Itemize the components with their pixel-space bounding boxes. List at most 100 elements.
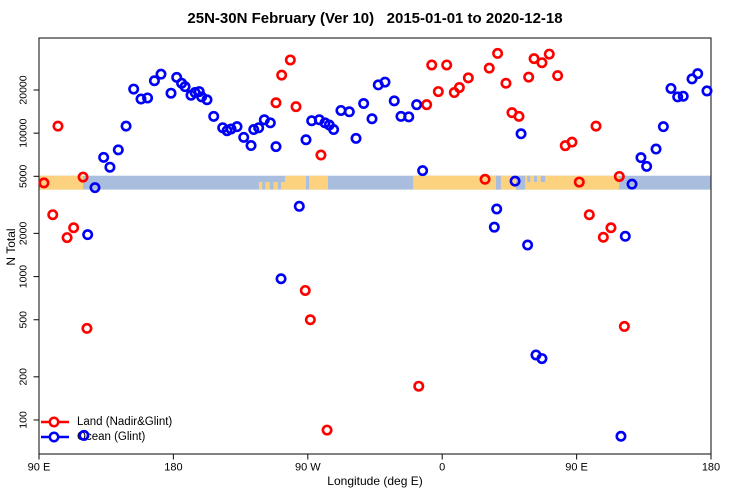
data-point: [635, 152, 647, 164]
land-fragment: [258, 181, 263, 190]
data-point: [306, 115, 318, 127]
data-point: [104, 161, 116, 173]
data-point: [552, 70, 564, 82]
x-axis-label: Longitude (deg E): [327, 474, 423, 488]
data-point: [613, 170, 625, 182]
legend-row-ocean: Ocean (Glint): [40, 430, 172, 446]
series-land: [38, 47, 630, 436]
data-point: [509, 175, 521, 187]
x-axis-ticks: 90 E 180 90 W 0 90 E 180: [28, 454, 720, 474]
data-point: [432, 86, 444, 98]
data-point: [492, 47, 504, 59]
series-ocean: [78, 68, 713, 442]
ocean-patch: [495, 175, 501, 190]
x-tick-label: 90 E: [565, 462, 588, 474]
data-point: [421, 99, 433, 111]
data-point: [299, 284, 311, 296]
data-point: [61, 232, 73, 244]
data-point: [372, 79, 384, 91]
data-point: [500, 77, 512, 89]
data-point: [692, 68, 704, 80]
ocean-speckle: [534, 175, 538, 182]
data-point: [323, 119, 335, 131]
data-point: [441, 59, 453, 71]
data-point: [300, 134, 312, 146]
data-point: [38, 177, 50, 189]
data-point: [142, 92, 154, 104]
data-point: [619, 230, 631, 242]
x-tick-label: 180: [164, 462, 182, 474]
coastline-band: [39, 175, 711, 190]
data-point: [225, 123, 237, 135]
data-point: [82, 229, 94, 241]
data-point: [128, 83, 140, 95]
data-point: [189, 87, 201, 99]
plot-box: [38, 37, 712, 455]
data-point: [304, 314, 316, 326]
data-point: [155, 68, 167, 80]
data-point: [193, 86, 205, 98]
data-point: [328, 124, 340, 136]
data-point: [559, 140, 571, 152]
chart-title: 25N-30N February (Ver 10) 2015-01-01 to …: [187, 10, 563, 27]
data-point: [135, 93, 147, 105]
legend-label-land: Land (Nadir&Glint): [77, 415, 173, 428]
land-segment: [308, 175, 328, 190]
ocean-speckle: [540, 175, 546, 182]
x-tick-label: 90 W: [295, 462, 321, 474]
y-tick-label: 100: [18, 411, 30, 429]
data-point: [221, 125, 233, 137]
data-point: [358, 98, 370, 110]
land-fragment: [265, 181, 270, 190]
land-segment: [39, 175, 84, 190]
y-tick-label: 2000: [18, 222, 30, 246]
data-point: [270, 97, 282, 109]
chart-legend: Land (Nadir&Glint) Ocean (Glint): [40, 414, 172, 445]
data-point: [583, 209, 595, 221]
data-point: [657, 121, 669, 133]
y-tick-label: 500: [18, 311, 30, 329]
ocean-patch: [516, 175, 526, 190]
data-point: [417, 165, 429, 177]
data-point: [52, 120, 64, 132]
data-point: [77, 171, 89, 183]
data-point: [81, 322, 93, 334]
data-point: [566, 136, 578, 148]
ocean-series-marker-icon: [41, 431, 69, 443]
data-point: [275, 273, 287, 285]
data-point: [672, 91, 684, 103]
data-point: [47, 209, 59, 221]
data-point: [618, 320, 630, 332]
y-tick-label: 200: [18, 368, 30, 386]
data-point: [379, 76, 391, 88]
data-point: [395, 110, 407, 122]
x-tick-label: 90 E: [28, 462, 51, 474]
data-point: [536, 57, 548, 69]
data-point: [413, 380, 425, 392]
data-point: [665, 82, 677, 94]
data-point: [513, 110, 525, 122]
data-point: [284, 54, 296, 66]
land-fragment: [280, 181, 285, 190]
data-point: [238, 131, 250, 143]
data-point: [453, 82, 465, 94]
x-tick-label: 180: [702, 462, 720, 474]
ocean-speckle: [527, 175, 531, 182]
data-point: [515, 128, 527, 140]
data-point: [543, 48, 555, 60]
y-tick-label: 20000: [18, 75, 30, 104]
data-point: [488, 221, 500, 233]
data-point: [89, 182, 101, 194]
data-point: [335, 104, 347, 116]
data-point: [686, 73, 698, 85]
data-point: [208, 110, 220, 122]
data-point: [196, 91, 208, 103]
data-point: [313, 114, 325, 126]
data-point: [491, 203, 503, 215]
data-point: [701, 85, 713, 97]
data-point: [245, 140, 257, 152]
data-point: [148, 75, 160, 87]
data-point: [388, 95, 400, 107]
data-point: [590, 120, 602, 132]
